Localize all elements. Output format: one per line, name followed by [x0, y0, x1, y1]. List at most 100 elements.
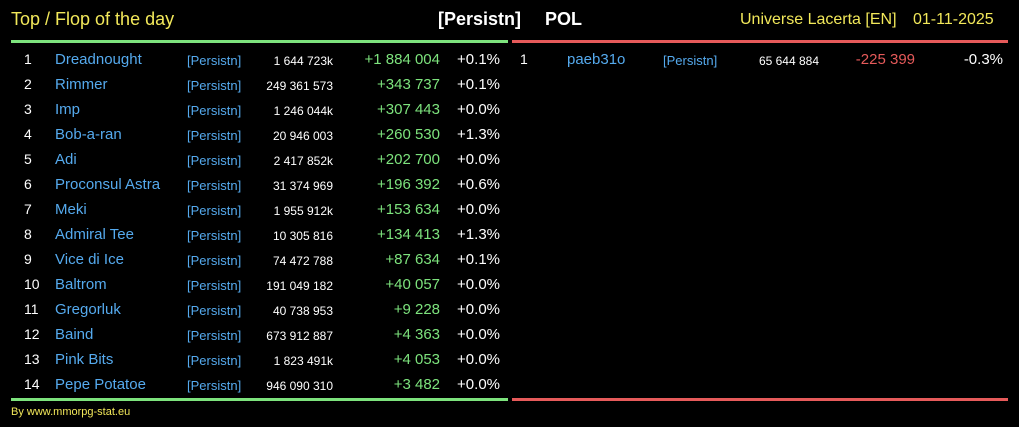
table-row: 13 Pink Bits [Persistn] 1 823 491k +4 05…	[0, 347, 1019, 372]
flop-divider-top	[512, 40, 1008, 43]
player-name-link[interactable]: Baind	[55, 326, 94, 343]
percent-change: +0.0%	[457, 101, 500, 118]
points-value: 10 305 816	[272, 229, 333, 243]
player-name-link[interactable]: Proconsul Astra	[55, 176, 161, 193]
percent-change: +0.0%	[457, 301, 500, 318]
player-name-link[interactable]: Meki	[55, 201, 87, 218]
table-row: 5 Adi [Persistn] 2 417 852k +202 700 +0.…	[0, 147, 1019, 172]
points-delta: +4 363	[393, 326, 440, 343]
percent-change: +0.0%	[457, 326, 500, 343]
points-value: 40 738 953	[272, 304, 333, 318]
rank: 6	[24, 176, 32, 192]
player-name-link[interactable]: Admiral Tee	[55, 226, 134, 243]
alliance-tag-link[interactable]: [Persistn]	[187, 278, 242, 293]
table-row: 2 Rimmer [Persistn] 249 361 573 +343 737…	[0, 72, 1019, 97]
alliance-tag-link[interactable]: [Persistn]	[187, 353, 242, 368]
server-label: POL	[545, 9, 583, 29]
rank: 10	[24, 276, 40, 292]
alliance-tag-link[interactable]: [Persistn]	[187, 203, 242, 218]
points-delta: +87 634	[385, 251, 440, 268]
universe-label: Universe Lacerta [EN]	[740, 11, 897, 28]
points-delta: -225 399	[855, 51, 915, 68]
table-row: 14 Pepe Potatoe [Persistn] 946 090 310 +…	[0, 372, 1019, 397]
percent-change: +0.0%	[457, 376, 500, 393]
player-name-link[interactable]: Pink Bits	[55, 351, 114, 368]
alliance-tag-link[interactable]: [Persistn]	[187, 228, 242, 243]
alliance-tag-link[interactable]: [Persistn]	[187, 128, 242, 143]
percent-change: +0.1%	[457, 76, 500, 93]
points-delta: +1 884 004	[364, 51, 441, 68]
percent-change: +0.0%	[457, 276, 500, 293]
alliance-tag-link[interactable]: [Persistn]	[187, 253, 242, 268]
table-row: 4 Bob-a-ran [Persistn] 20 946 003 +260 5…	[0, 122, 1019, 147]
rank: 13	[24, 351, 40, 367]
points-value: 20 946 003	[272, 129, 333, 143]
alliance-tag-link[interactable]: [Persistn]	[187, 378, 242, 393]
points-value: 1 823 491k	[273, 354, 333, 368]
rank: 9	[24, 251, 32, 267]
date-label: 01-11-2025	[913, 11, 994, 28]
flop-row: 1 paeb31o [Persistn] 65 644 884 -225 399…	[0, 47, 1019, 72]
alliance-tag-link[interactable]: [Persistn]	[187, 328, 242, 343]
alliance-tag-link[interactable]: [Persistn]	[663, 53, 718, 68]
table-row: 9 Vice di Ice [Persistn] 74 472 788 +87 …	[0, 247, 1019, 272]
rank: 8	[24, 226, 32, 242]
alliance-tag-link[interactable]: [Persistn]	[187, 103, 242, 118]
points-delta: +196 392	[377, 176, 440, 193]
top-list: 1 Dreadnought [Persistn] 1 644 723k +1 8…	[0, 47, 1019, 397]
top-divider-bottom	[11, 398, 508, 401]
player-name-link[interactable]: Adi	[55, 151, 77, 168]
percent-change: +0.1%	[457, 51, 500, 68]
rank: 2	[24, 76, 32, 92]
player-name-link[interactable]: Pepe Potatoe	[55, 376, 146, 393]
table-row: 12 Baind [Persistn] 673 912 887 +4 363 +…	[0, 322, 1019, 347]
points-delta: +343 737	[377, 76, 440, 93]
percent-change: +1.3%	[457, 226, 500, 243]
points-value: 946 090 310	[266, 379, 333, 393]
alliance-tag-link[interactable]: [Persistn]	[187, 303, 242, 318]
alliance-tag-link[interactable]: [Persistn]	[187, 153, 242, 168]
percent-change: +0.6%	[457, 176, 500, 193]
table-row: 11 Gregorluk [Persistn] 40 738 953 +9 22…	[0, 297, 1019, 322]
points-delta: +4 053	[393, 351, 440, 368]
rank: 11	[24, 301, 39, 317]
alliance-tag-link[interactable]: [Persistn]	[187, 78, 242, 93]
player-name-link[interactable]: Baltrom	[55, 276, 107, 293]
footer-credit-link[interactable]: By www.mmorpg-stat.eu	[11, 406, 131, 418]
table-row: 10 Baltrom [Persistn] 191 049 182 +40 05…	[0, 272, 1019, 297]
percent-change: -0.3%	[963, 51, 1003, 68]
player-name-link[interactable]: Gregorluk	[55, 301, 121, 318]
points-delta: +260 530	[377, 126, 440, 143]
flop-divider-bottom	[512, 398, 1008, 401]
rank: 7	[24, 201, 32, 217]
percent-change: +1.3%	[457, 126, 500, 143]
player-name-link[interactable]: Imp	[55, 101, 81, 118]
table-row: 3 Imp [Persistn] 1 246 044k +307 443 +0.…	[0, 97, 1019, 122]
points-delta: +40 057	[385, 276, 440, 293]
points-delta: +134 413	[377, 226, 440, 243]
page-title: Top / Flop of the day	[11, 9, 175, 29]
rank: 1	[24, 51, 32, 67]
player-name-link[interactable]: Rimmer	[55, 76, 108, 93]
points-value: 1 955 912k	[273, 204, 333, 218]
alliance-tag-link[interactable]: [Persistn]	[187, 178, 242, 193]
points-delta: +202 700	[377, 151, 440, 168]
table-row: 6 Proconsul Astra [Persistn] 31 374 969 …	[0, 172, 1019, 197]
player-name-link[interactable]: paeb31o	[567, 51, 626, 68]
player-name-link[interactable]: Vice di Ice	[55, 251, 124, 268]
alliance-tag-link[interactable]: [Persistn]	[187, 53, 242, 68]
player-name-link[interactable]: Dreadnought	[55, 51, 142, 68]
points-value: 1 644 723k	[273, 54, 333, 68]
points-delta: +9 228	[393, 301, 440, 318]
points-value: 1 246 044k	[273, 104, 333, 118]
points-delta: +307 443	[377, 101, 440, 118]
alliance-tag-header: [Persistn]	[438, 9, 522, 29]
points-value: 191 049 182	[266, 279, 333, 293]
player-name-link[interactable]: Bob-a-ran	[55, 126, 122, 143]
rank: 14	[24, 376, 40, 392]
points-value: 74 472 788	[272, 254, 333, 268]
percent-change: +0.0%	[457, 351, 500, 368]
rank: 5	[24, 151, 32, 167]
rank: 4	[24, 126, 32, 142]
table-row: 1 Dreadnought [Persistn] 1 644 723k +1 8…	[0, 47, 1019, 72]
